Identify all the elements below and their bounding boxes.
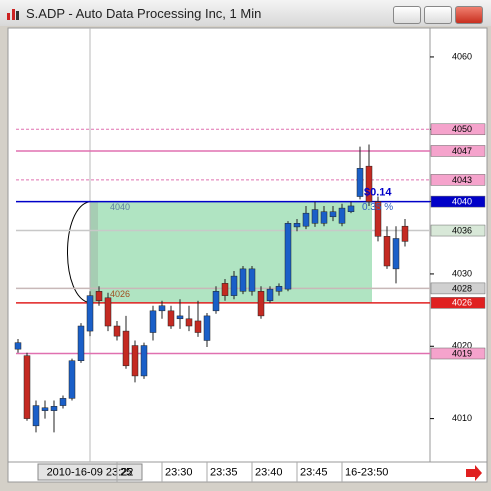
x-tick-label: 16-23:50 (345, 466, 388, 478)
candle-body (203, 315, 211, 341)
level-label-box (430, 282, 486, 295)
candle-body (140, 345, 148, 377)
x-tick-label: 23:40 (255, 466, 283, 478)
app-icon (7, 9, 19, 20)
candle-body (383, 236, 391, 267)
candle-body (131, 345, 139, 377)
close-button[interactable] (455, 6, 483, 24)
x-tick-label: 23:35 (210, 466, 238, 478)
candle-body (113, 325, 121, 337)
zone-top-label: 4040 (110, 202, 130, 212)
candle-body (149, 310, 157, 333)
maximize-button[interactable] (424, 6, 452, 24)
y-tick-label: 4030 (452, 268, 472, 278)
annotation: $0.14 (364, 187, 392, 199)
level-label: 4047 (452, 146, 472, 156)
candle-body (266, 288, 274, 301)
candle-body (257, 291, 265, 317)
candle-body (185, 318, 193, 327)
level-label-box (430, 195, 486, 208)
candle-body (338, 207, 346, 224)
title-bar: S.ADP - Auto Data Processing Inc, 1 Min (0, 0, 491, 26)
level-label: 4043 (452, 175, 472, 185)
scroll-arrow (466, 465, 482, 481)
zone-bottom-label: 4026 (110, 289, 130, 299)
level-label: 4028 (452, 283, 472, 293)
candle-body (41, 407, 49, 411)
x-tick-label: 23:45 (300, 466, 328, 478)
x-tick-label: 25 (120, 466, 132, 478)
candle-body (77, 325, 85, 361)
y-tick-label: 4020 (452, 341, 472, 351)
candle-body (158, 305, 166, 312)
level-label-box (430, 297, 486, 309)
candle-body (50, 406, 58, 411)
candle-body (59, 398, 67, 406)
level-label-box (430, 347, 486, 360)
candle-body (167, 310, 175, 327)
window-title: S.ADP - Auto Data Processing Inc, 1 Min (26, 6, 262, 21)
level-label: 4050 (452, 124, 472, 134)
level-label: 4040 (452, 196, 472, 206)
crosshair-time-label: 2010-16-09 23:22 (47, 466, 134, 478)
zone-shade (90, 201, 98, 303)
price-axis (429, 27, 488, 463)
candle-body (275, 285, 283, 292)
candle-body (311, 209, 319, 224)
candle-body (122, 330, 130, 367)
x-tick-label: 23:30 (165, 466, 193, 478)
candle-body (374, 201, 382, 237)
candle-body (212, 291, 220, 312)
level-label-box (430, 145, 486, 157)
level-label: 4036 (452, 225, 472, 235)
y-tick-label: 4010 (452, 413, 472, 423)
zone-bracket (67, 201, 91, 304)
candle-body (365, 165, 373, 202)
candle-body (221, 283, 229, 296)
candle-body (392, 238, 400, 270)
level-label: 4026 (452, 298, 472, 308)
minimize-button[interactable] (393, 6, 421, 24)
candle-body (401, 225, 409, 242)
candle-body (176, 315, 184, 320)
candle-body (356, 168, 364, 197)
crosshair-time-box (37, 463, 143, 481)
candle-body (239, 268, 247, 292)
annotation: 0.35 % (362, 202, 393, 213)
candle-body (302, 212, 310, 227)
level-label: 4019 (452, 348, 472, 358)
candle-body (23, 355, 31, 419)
candle-body (32, 405, 40, 427)
candle-body (230, 275, 238, 296)
candle-body (68, 360, 76, 399)
level-label-box (430, 224, 486, 237)
candle-body (284, 223, 292, 290)
level-label-box (430, 123, 486, 136)
candle-body (86, 295, 94, 332)
candle-body (95, 291, 103, 301)
candle-body (194, 320, 202, 333)
candle-body (248, 268, 256, 292)
candle-body (347, 205, 355, 212)
candle-body (329, 211, 337, 218)
level-label-box (430, 174, 486, 186)
candle-body (293, 223, 301, 228)
candle-body (14, 342, 22, 350)
candle-body (104, 297, 112, 327)
y-tick-label: 4060 (452, 51, 472, 61)
candle-body (320, 211, 328, 224)
